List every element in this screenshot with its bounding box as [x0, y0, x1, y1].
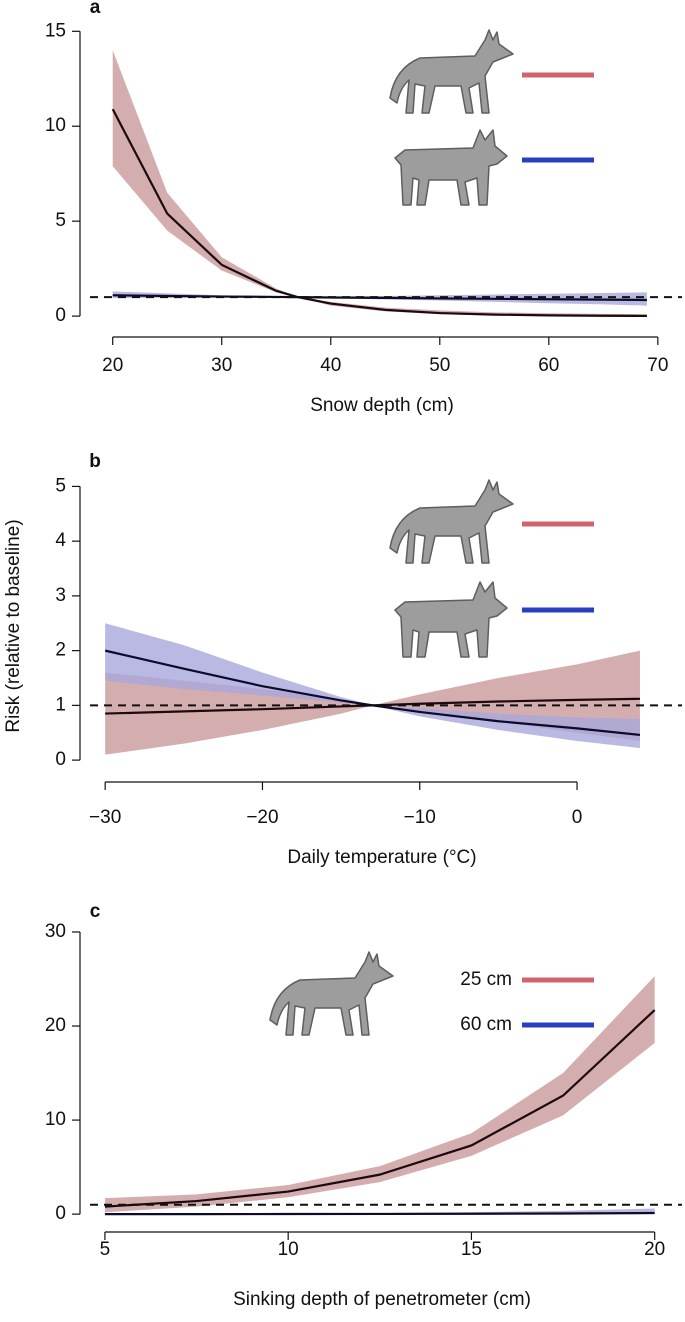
line [111, 108, 647, 318]
y-tick-label: 2 [55, 640, 66, 661]
x-axis-title: Snow depth (cm) [310, 395, 454, 416]
panel-label: c [90, 901, 101, 922]
confidence-band [104, 976, 655, 1213]
y-tick-label: 20 [45, 1015, 66, 1036]
y-tick-label: 1 [55, 694, 66, 715]
y-tick-label: 5 [55, 475, 66, 496]
x-axis-title: Sinking depth of penetrometer (cm) [233, 1289, 531, 1310]
y-tick-label: 3 [55, 585, 66, 606]
x-tick-label: 50 [429, 355, 450, 376]
bobcat-icon [394, 581, 508, 658]
y-tick-label: 0 [55, 1203, 66, 1224]
line [104, 1009, 656, 1208]
x-tick-label: 15 [461, 1239, 482, 1260]
x-tick-label: −20 [246, 807, 278, 828]
y-tick-label: 15 [45, 20, 66, 41]
x-tick-label: 20 [102, 355, 123, 376]
x-tick-label: 40 [320, 355, 341, 376]
panel-label: b [89, 451, 101, 472]
x-tick-label: 5 [100, 1239, 111, 1260]
x-tick-label: 60 [538, 355, 559, 376]
x-tick-label: 30 [211, 355, 232, 376]
x-axis-title: Daily temperature (°C) [287, 847, 476, 868]
y-tick-label: 4 [55, 530, 66, 551]
y-tick-label: 30 [45, 921, 66, 942]
panel-label: a [90, 0, 101, 18]
confidence-band [105, 623, 640, 749]
y-tick-label: 0 [55, 305, 66, 326]
x-tick-label: −10 [404, 807, 436, 828]
y-tick-label: 10 [45, 115, 66, 136]
x-tick-label: 70 [647, 355, 668, 376]
legend-label: 60 cm [460, 1014, 512, 1035]
line [104, 1211, 655, 1216]
coyote-icon [389, 29, 514, 114]
confidence-band [105, 650, 640, 755]
x-tick-label: 10 [278, 1239, 299, 1260]
x-tick-label: 0 [572, 807, 583, 828]
y-tick-label: 5 [55, 210, 66, 231]
y-tick-label: 10 [45, 1109, 66, 1130]
x-tick-label: −30 [89, 807, 121, 828]
legend-label: 25 cm [460, 969, 512, 990]
bobcat-icon [394, 129, 508, 206]
confidence-band [112, 50, 647, 317]
y-axis-title: Risk (relative to baseline) [3, 519, 24, 732]
coyote-icon [269, 951, 394, 1036]
coyote-icon [389, 479, 514, 564]
y-tick-label: 0 [55, 749, 66, 770]
x-tick-label: 20 [644, 1239, 665, 1260]
